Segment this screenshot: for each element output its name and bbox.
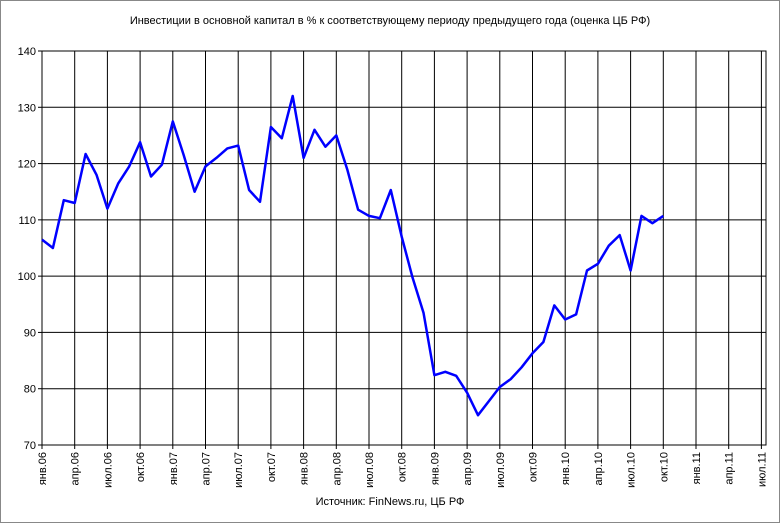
y-tick-label: 140 xyxy=(18,46,36,58)
x-tick-label: окт.09 xyxy=(528,452,540,482)
x-tick-label: янв.07 xyxy=(168,452,180,485)
chart-source: Источник: FinNews.ru, ЦБ РФ xyxy=(316,496,465,508)
x-tick-label: янв.11 xyxy=(691,452,703,484)
x-tick-label: окт.10 xyxy=(658,452,670,482)
y-tick-label: 90 xyxy=(24,327,36,339)
x-tick-label: апр.11 xyxy=(724,452,736,485)
x-tick-label: янв.10 xyxy=(560,452,572,485)
y-tick-label: 120 xyxy=(18,159,36,171)
x-tick-label: апр.07 xyxy=(201,452,213,485)
x-tick-label: окт.06 xyxy=(135,452,147,482)
y-tick-label: 130 xyxy=(18,102,36,114)
x-tick-label: июл.06 xyxy=(102,452,114,488)
y-tick-label: 70 xyxy=(24,440,36,452)
x-tick-label: апр.09 xyxy=(462,452,474,485)
chart-title: Инвестиции в основной капитал в % к соот… xyxy=(130,15,650,27)
y-tick-label: 100 xyxy=(18,271,36,283)
x-tick-label: янв.06 xyxy=(37,452,49,485)
y-tick-label: 110 xyxy=(18,215,36,227)
x-tick-label: окт.08 xyxy=(397,452,409,482)
x-tick-label: июл.09 xyxy=(495,452,507,488)
data-line xyxy=(41,94,664,417)
y-tick-label: 80 xyxy=(24,384,36,396)
x-tick-label: июл.08 xyxy=(364,452,376,488)
x-tick-label: июл.07 xyxy=(233,452,245,488)
x-tick-label: янв.08 xyxy=(299,452,311,485)
x-tick-label: июл.11 xyxy=(756,452,768,487)
x-tick-label: апр.10 xyxy=(593,452,605,485)
x-tick-label: апр.06 xyxy=(70,452,82,485)
x-tick-label: янв.09 xyxy=(429,452,441,485)
x-tick-label: апр.08 xyxy=(331,452,343,485)
x-tick-label: окт.07 xyxy=(266,452,278,482)
x-tick-label: июл.10 xyxy=(626,452,638,488)
